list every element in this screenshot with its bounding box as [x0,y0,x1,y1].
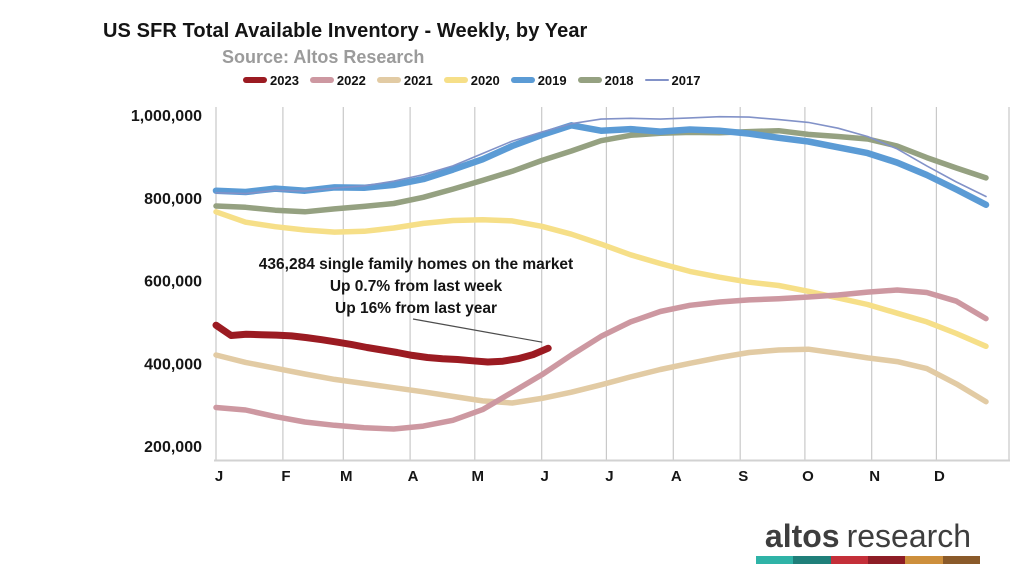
series-2018-line [213,127,989,215]
legend-label-2018: 2018 [604,72,634,88]
y-axis-tick-label: 600,000 [144,274,202,291]
legend-swatch-2021 [376,77,401,83]
x-axis-month-label-9: S [738,468,748,485]
legend-item-2019: 2019 [510,72,567,88]
y-axis-tick-label: 800,000 [144,191,202,208]
legend-label-2021: 2021 [403,72,433,88]
logo-wordmark: altos research [756,519,980,553]
legend-swatch-2020 [443,77,468,83]
altos-research-logo: altos research [756,519,980,564]
x-axis-month-label-11: N [869,468,880,485]
legend-label-2022: 2022 [336,72,366,88]
y-axis-tick-label: 1,000,000 [131,108,202,125]
logo-bar-segment-3 [830,556,868,564]
legend-label-2017: 2017 [671,72,701,88]
annotation-pointer-line [412,318,543,343]
x-axis-month-label-7: J [605,468,613,485]
x-axis-month-label-12: D [934,468,945,485]
x-axis-month-label-10: O [802,468,814,485]
x-axis-month-label-5: M [472,468,485,485]
legend-item-2021: 2021 [376,72,433,88]
legend-item-2020: 2020 [443,72,500,88]
chart-legend: 2023 2022 2021 2020 2019 2018 2017 [243,71,711,89]
chart-source-subtitle: Source: Altos Research [222,47,425,67]
logo-color-bar [756,556,980,564]
legend-swatch-2023 [243,77,267,83]
x-axis-month-label-4: A [408,468,419,485]
series-2021-line [213,346,989,406]
logo-bar-segment-1 [756,556,794,564]
legend-label-2020: 2020 [470,72,500,88]
annotation-line-1: 436,284 single family homes on the marke… [258,256,574,273]
logo-word-altos: altos [764,518,840,554]
logo-bar-segment-2 [793,556,831,564]
logo-bar-segment-6 [942,556,980,564]
legend-label-2019: 2019 [537,72,567,88]
y-axis-tick-label: 400,000 [144,356,202,373]
legend-item-2022: 2022 [309,72,366,88]
logo-word-research: research [846,518,972,554]
legend-swatch-2022 [309,77,334,83]
series-2019-line [212,122,990,209]
annotation-callout: 436,284 single family homes on the marke… [216,254,616,320]
logo-bar-segment-5 [905,556,943,564]
legend-item-2017: 2017 [644,72,701,88]
legend-swatch-2018 [577,77,602,83]
chart-title: US SFR Total Available Inventory - Weekl… [103,20,588,42]
series-2023-line [212,321,552,366]
legend-item-2023: 2023 [243,73,299,88]
legend-swatch-2017 [644,79,669,81]
x-axis-month-label-3: M [340,468,353,485]
x-axis-month-label-1: J [215,468,223,485]
annotation-line-2: Up 0.7% from last week [329,278,503,295]
logo-bar-segment-4 [867,556,906,564]
series-2017-line [215,115,987,198]
x-axis-month-label-8: A [671,468,682,485]
x-axis-month-label-2: F [281,468,290,485]
legend-label-2023: 2023 [270,72,299,88]
y-axis-tick-label: 200,000 [144,439,202,456]
legend-item-2018: 2018 [577,72,634,88]
annotation-line-3: Up 16% from last year [335,300,497,317]
x-axis-month-label-6: J [541,468,549,485]
legend-swatch-2019 [510,77,535,83]
